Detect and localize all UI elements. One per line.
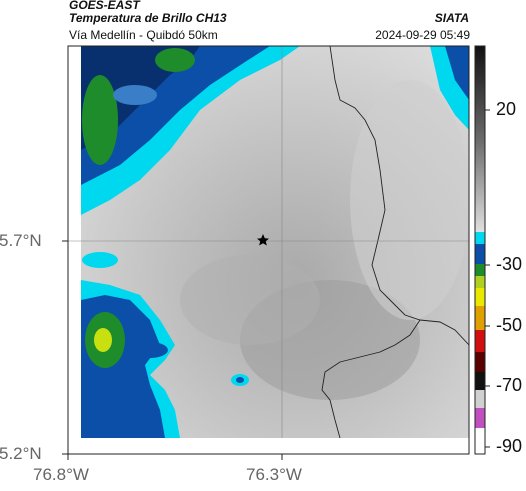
lat-label-2: 5.2°N bbox=[0, 444, 42, 463]
colorbar-warm bbox=[475, 46, 485, 232]
colorbar-border bbox=[474, 45, 486, 455]
colorbar-black bbox=[475, 372, 485, 390]
colorbar-orange bbox=[475, 306, 485, 330]
colorbar-white bbox=[475, 428, 485, 454]
colorbar-label-2: -30 bbox=[496, 254, 523, 274]
colorbar-cyan bbox=[475, 232, 485, 244]
border-line-2 bbox=[321, 319, 421, 438]
map-border bbox=[67, 45, 470, 455]
gray-east bbox=[350, 80, 469, 320]
colorbar bbox=[474, 45, 490, 455]
colorbar-magenta bbox=[475, 408, 485, 428]
star-icon bbox=[257, 234, 269, 246]
cold-cloud-ne-blue bbox=[445, 46, 469, 100]
colorbar-green bbox=[475, 264, 485, 276]
colorbar-yellow bbox=[475, 288, 485, 306]
agency-label: SIATA bbox=[434, 11, 469, 25]
cold-cloud-s-blue bbox=[236, 377, 244, 383]
cold-cloud-sw-blue-lobe bbox=[132, 342, 168, 358]
colorbar-label-4: -70 bbox=[496, 375, 523, 395]
colorbar-darkred bbox=[475, 352, 485, 372]
product-title: GOES-EAST bbox=[69, 0, 140, 12]
colorbar-label-3: -50 bbox=[496, 315, 523, 335]
lat-label-1: 5.7°N bbox=[0, 231, 42, 250]
cold-cloud-w-cyan bbox=[82, 252, 118, 268]
cold-cloud-nw-light bbox=[113, 85, 157, 105]
colorbar-label-5: -90 bbox=[496, 436, 523, 456]
colorbar-blue bbox=[475, 244, 485, 264]
cold-cloud-sw-yellow bbox=[94, 328, 112, 352]
border-line-1 bbox=[329, 46, 469, 346]
cold-cloud-nw-green bbox=[82, 75, 118, 165]
gray-core-2 bbox=[180, 255, 320, 345]
colorbar-label-1: 20 bbox=[496, 99, 517, 119]
lon-label-1: 76.8°W bbox=[33, 465, 89, 484]
region-label: Vía Medellín - Quibdó 50km bbox=[69, 28, 218, 42]
product-subtitle: Temperatura de Brillo CH13 bbox=[69, 11, 227, 25]
colorbar-red bbox=[475, 330, 485, 352]
cold-cloud-n-green bbox=[155, 48, 195, 72]
lon-label-2: 76.3°W bbox=[246, 465, 302, 484]
timestamp: 2024-09-29 05:49 bbox=[375, 28, 470, 42]
colorbar-lightgray bbox=[475, 390, 485, 408]
colorbar-lightgreen bbox=[475, 276, 485, 288]
